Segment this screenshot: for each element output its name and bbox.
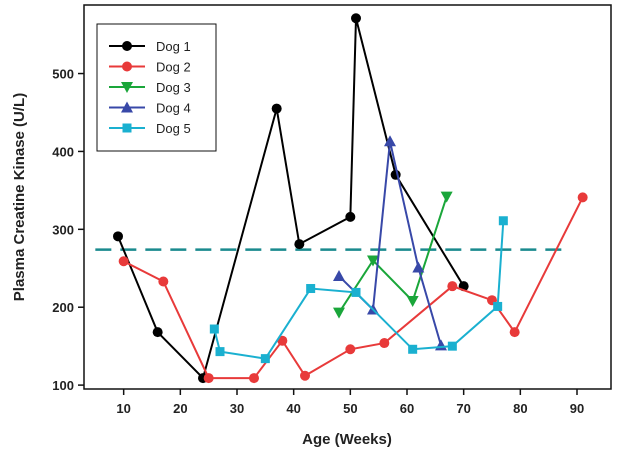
dog-2-point xyxy=(300,370,310,381)
legend-marker-dog-2 xyxy=(122,61,132,72)
legend-label-dog-1: Dog 1 xyxy=(156,39,191,54)
dog-5-series xyxy=(209,216,508,364)
dog-4-point xyxy=(435,339,447,351)
dog-1-point xyxy=(345,211,356,222)
dog-2-point xyxy=(577,192,588,203)
dog-3-series xyxy=(333,191,453,319)
x-tick-label: 90 xyxy=(570,401,584,416)
y-axis-title: Plasma Creatine Kinase (U/L) xyxy=(11,93,28,301)
x-tick-label: 20 xyxy=(173,401,187,416)
legend-label-dog-3: Dog 3 xyxy=(156,80,191,95)
y-tick-label: 500 xyxy=(52,67,74,82)
y-tick-label: 300 xyxy=(52,222,74,237)
dog-2-point xyxy=(345,344,356,355)
x-axis-ticks: 10 20 30 40 50 60 70 80 90 xyxy=(116,389,584,416)
x-tick-label: 40 xyxy=(286,401,300,416)
legend-marker-dog-5 xyxy=(122,123,132,133)
dog-3-point xyxy=(367,255,379,267)
x-tick-label: 10 xyxy=(116,401,130,416)
dog-2-point xyxy=(509,327,520,338)
legend-marker-dog-1 xyxy=(122,41,132,51)
dog-3-line xyxy=(338,196,448,314)
dog-4-line xyxy=(338,141,442,346)
dog-1-point xyxy=(294,239,305,250)
legend: Dog 1 Dog 2 Dog 3 Dog 4 Dog 5 xyxy=(96,23,217,152)
legend-label-dog-2: Dog 2 xyxy=(156,60,191,75)
y-axis-ticks: 100 200 300 400 500 xyxy=(52,67,84,393)
dog-2-point xyxy=(249,373,259,384)
x-tick-label: 70 xyxy=(456,401,470,416)
x-tick-label: 80 xyxy=(513,401,527,416)
x-tick-label: 30 xyxy=(230,401,244,416)
legend-label-dog-4: Dog 4 xyxy=(156,101,191,116)
dog-5-point xyxy=(306,284,316,294)
dog-1-point xyxy=(271,103,282,114)
dog-1-point xyxy=(113,231,123,242)
dog-5-point xyxy=(209,324,219,334)
dog-5-point xyxy=(493,301,503,311)
dog-2-point xyxy=(379,338,390,349)
x-tick-label: 60 xyxy=(400,401,414,416)
dog-3-point xyxy=(406,295,419,307)
legend-marker-dog-4 xyxy=(121,101,133,113)
y-tick-label: 100 xyxy=(52,378,74,393)
dog-3-point xyxy=(440,191,453,203)
dog-4-series xyxy=(333,135,447,351)
x-tick-label: 50 xyxy=(343,401,357,416)
series-layer xyxy=(113,13,588,384)
dog-3-point xyxy=(333,307,345,319)
dog-5-point xyxy=(408,344,418,354)
dog-1-point xyxy=(351,13,361,24)
legend-marker-dog-3 xyxy=(121,82,133,93)
dog-5-point xyxy=(447,341,457,351)
dog-2-point xyxy=(203,373,214,384)
dog-4-point xyxy=(412,261,425,273)
dog-2-point xyxy=(118,256,129,267)
dog-2-point xyxy=(158,276,169,287)
y-tick-label: 400 xyxy=(52,144,74,159)
dog-2-series xyxy=(118,192,588,384)
plot-frame xyxy=(83,4,612,390)
dog-2-point xyxy=(447,281,458,292)
dog-5-point xyxy=(260,354,270,364)
dog-2-point xyxy=(277,335,288,346)
x-axis-title: Age (Weeks) xyxy=(302,431,392,448)
dog-5-point xyxy=(215,347,225,357)
dog-5-point xyxy=(498,216,508,226)
legend-label-dog-5: Dog 5 xyxy=(156,121,191,136)
y-tick-label: 200 xyxy=(52,300,74,315)
dog-4-point xyxy=(384,135,396,147)
dog-1-point xyxy=(152,327,163,338)
dog-4-point xyxy=(333,270,345,282)
dog-5-point xyxy=(351,287,361,297)
